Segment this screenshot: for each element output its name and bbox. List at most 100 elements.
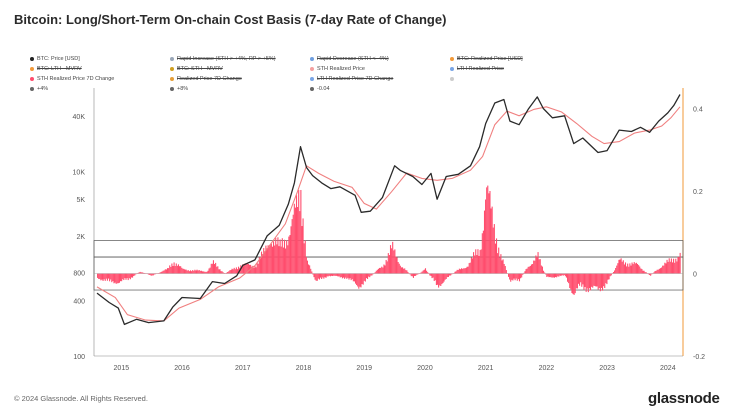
roc-bar [121,273,123,282]
legend-item[interactable]: STH Realized Price 7D Change [30,76,114,82]
legend-label: BTC: Price [USD] [37,56,80,62]
legend-item[interactable]: LTH Realized Price [450,66,504,72]
x-tick-label: 2019 [356,365,372,372]
roc-bar [440,273,442,286]
roc-bar [197,270,199,274]
roc-bar [377,268,380,274]
roc-bar [347,273,349,278]
roc-bar [251,266,253,274]
roc-bar [482,230,484,274]
roc-bar [379,267,381,274]
roc-bar [674,262,676,274]
roc-bar [529,265,531,274]
roc-bar [139,271,141,274]
legend-item[interactable]: STH Realized Price [310,66,365,72]
legend-swatch [30,76,34,81]
roc-bar [313,273,315,278]
legend-item[interactable]: BTC: Realized Price [USD] [450,56,523,62]
roc-bar [503,263,505,274]
roc-bar [275,237,277,274]
roc-bar [248,264,251,274]
roc-bar [106,273,108,281]
roc-bar [547,273,549,277]
roc-bar [427,272,429,274]
roc-bar [342,273,345,278]
roc-bar [475,249,477,274]
roc-bar [179,266,181,274]
roc-bar [512,273,514,281]
roc-bar [349,273,351,279]
legend-item[interactable]: Realized Price 7D Change [170,76,242,82]
roc-bar [596,273,598,287]
roc-bar [358,273,360,289]
roc-bar [335,273,337,276]
x-tick-label: 2024 [660,365,676,372]
legend-item[interactable]: BTC: Price [USD] [30,56,80,62]
roc-bar [333,273,335,276]
roc-bar [549,273,551,278]
legend-item[interactable]: +4% [30,86,48,92]
legend-item[interactable]: Rapid Increase (STH > +4%, RP > +5%) [170,56,276,62]
roc-bar [618,259,620,274]
roc-bar [563,273,565,276]
x-tick-label: 2020 [417,365,433,372]
roc-bar [129,273,131,280]
roc-bar [401,267,404,274]
roc-bar [498,247,500,274]
roc-bar [487,185,489,274]
legend-item[interactable]: Rapid Decrease (STH < -4%) [310,56,389,62]
roc-bar [642,270,644,274]
roc-bar [162,270,164,274]
roc-bar [404,268,406,274]
roc-bar [107,273,110,279]
roc-bar [416,273,418,275]
roc-bar [448,273,451,276]
legend-item[interactable]: +8% [170,86,188,92]
legend-item[interactable] [450,76,457,82]
roc-bar [665,263,667,274]
roc-bar [103,273,105,280]
roc-bar [424,268,427,274]
legend-label: STH Realized Price 7D Change [37,76,115,82]
roc-bar [262,254,264,274]
roc-bar [135,273,137,275]
roc-bar [397,262,399,274]
roc-bar [561,273,563,276]
legend-item[interactable]: LTH Realized Price 7D Change [310,76,393,82]
roc-bar [119,273,122,282]
roc-bar [564,273,566,277]
roc-bar [676,261,678,274]
roc-bar [434,273,436,281]
roc-bar [513,273,515,279]
legend-label: STH Realized Price [317,66,365,72]
roc-bar [389,245,392,274]
legend-label: Rapid Increase (STH > +4%, RP > +5%) [177,56,276,62]
roc-bar [112,273,114,282]
roc-bar [527,266,529,274]
roc-bar [615,267,617,274]
roc-bar [605,273,607,284]
roc-bar [643,270,645,274]
legend-item[interactable]: BTC: STH - MVRV [170,66,223,72]
roc-bar [494,243,496,274]
roc-bar [511,273,513,280]
roc-bar [600,273,603,288]
legend-item[interactable]: BTC: LTH - MVRV [30,66,82,72]
roc-bar [189,270,192,274]
roc-bar [534,260,536,274]
roc-bar [271,246,274,274]
legend-label: Realized Price 7D Change [177,76,242,82]
roc-bar [539,259,541,274]
roc-bar [193,270,195,274]
roc-bar [138,272,140,274]
roc-bar [291,219,293,274]
roc-bar [382,267,384,274]
roc-bar [200,270,202,274]
roc-bar [621,261,623,274]
roc-bar [657,269,659,274]
roc-bar [526,268,528,274]
roc-bar [410,273,412,277]
roc-bar [606,273,608,285]
legend-item[interactable]: -0.04 [310,86,330,92]
roc-bar [137,272,139,274]
